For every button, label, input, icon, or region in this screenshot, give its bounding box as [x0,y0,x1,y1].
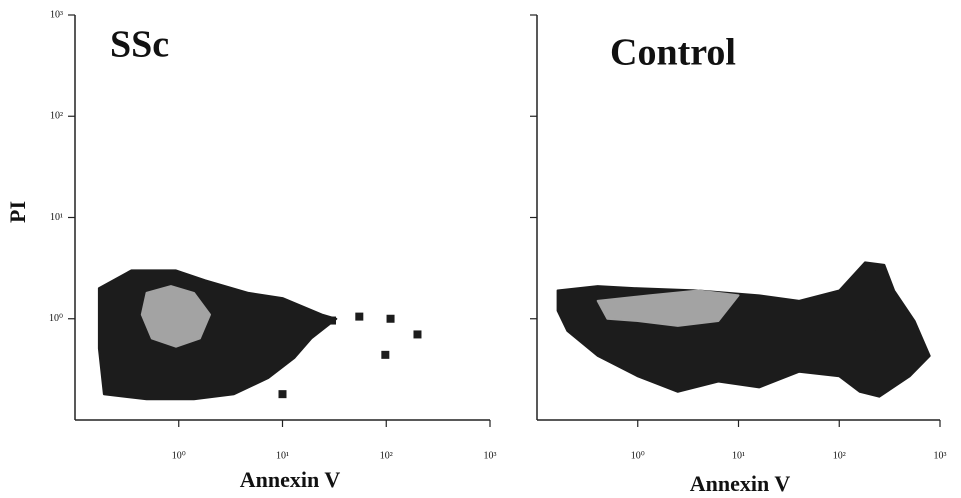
event-point [278,390,287,399]
y-tick-label: 10³ [50,9,63,20]
x-tick-label: 10¹ [732,450,745,461]
x-tick-label: 10³ [484,450,497,461]
y-tick-label: 10¹ [50,212,63,223]
x-axis-label: Annexin V [240,467,341,492]
event-point [355,312,364,321]
event-point [875,330,884,339]
event-point [860,319,869,328]
x-tick-label: 10⁰ [172,450,186,461]
density-region [140,285,211,348]
y-tick-label: 10⁰ [49,313,63,324]
y-axis-label: PI [5,201,30,223]
chart-title: Control [610,32,736,74]
event-point [413,330,422,339]
event-point [328,316,337,325]
x-tick-label: 10² [833,450,846,461]
event-point [386,314,395,323]
x-tick-label: 10¹ [276,450,289,461]
x-tick-label: 10³ [934,450,947,461]
chart-title: SSc [110,24,169,66]
x-axis-label: Annexin V [690,471,791,496]
x-tick-label: 10² [380,450,393,461]
y-tick-label: 10² [50,111,63,122]
x-tick-label: 10⁰ [631,450,645,461]
event-point [381,350,390,359]
density-region [596,289,740,327]
